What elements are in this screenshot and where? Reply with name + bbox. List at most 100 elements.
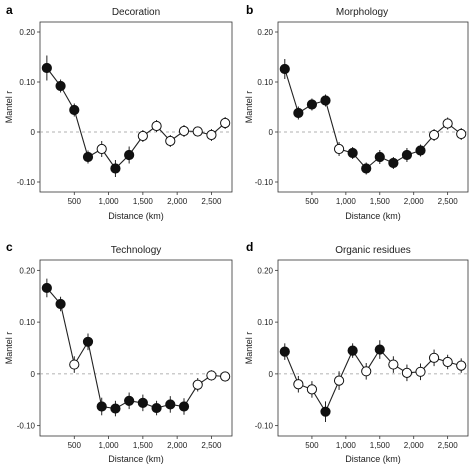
y-axis-label-text: Mantel r [4,332,14,365]
data-point-filled [279,346,290,357]
data-point-filled [388,157,399,169]
data-point-open [192,126,203,137]
x-tick-label: 2,500 [201,441,222,450]
data-point-filled [41,282,52,294]
y-tick-label: 0.10 [19,78,35,87]
data-point-filled [415,145,426,156]
x-tick-label: 1,000 [336,441,357,450]
x-ticks: 500 1,000 1,500 2,000 2,500 [305,192,458,206]
y-tick-label: 0.20 [19,28,35,37]
data-point-filled [374,151,385,163]
data-point-open [293,379,304,390]
data-point-open [442,356,453,368]
y-axis-label: Mantel r [4,332,14,365]
y-axis-label: Mantel r [244,91,254,124]
x-tick-label: 1,000 [99,441,120,450]
x-tick-label: 2,500 [438,197,459,206]
plot-frame [277,259,469,437]
data-point-filled [279,63,290,75]
data-point-open [456,128,467,140]
x-axis-label: Distance (km) [108,454,164,464]
x-tick-label: 1,500 [133,197,154,206]
data-point-filled [293,107,304,119]
panel-morphology: b Morphology Distance (km) Mantel r 500 1… [244,3,469,221]
data-point-filled [41,62,52,74]
y-tick-label: 0.20 [19,266,35,275]
data-point-open [69,359,80,370]
y-ticks: 0.20 0.10 0 -0.10 [17,28,40,187]
data-point-filled [82,151,94,163]
y-axis-label: Mantel r [4,91,14,124]
data-point-open [415,366,426,377]
y-tick-label: 0.10 [19,318,35,327]
data-point-filled [306,99,318,110]
y-tick-label: 0 [31,370,36,379]
data-point-filled [165,399,176,410]
y-tick-label: -0.10 [17,178,36,187]
data-points [41,278,231,417]
panel-title: Organic residues [335,245,411,256]
y-axis-label: Mantel r [244,332,254,365]
data-point-open [401,367,413,378]
data-point-filled [361,163,372,174]
data-point-open [428,129,440,141]
x-tick-label: 1,500 [133,441,154,450]
data-point-open [192,379,203,390]
panel-decoration: a Decoration Distance (km) Mantel r 500 1… [4,3,233,221]
x-axis-label: Distance (km) [108,211,164,221]
data-point-filled [347,147,358,159]
y-tick-label: 0 [31,128,36,137]
y-axis-label-text: Mantel r [244,332,254,365]
data-point-open [428,352,440,363]
data-points [279,340,467,423]
panel-title: Decoration [112,7,160,18]
y-tick-label: -0.10 [255,178,274,187]
panel-letter: d [246,240,253,254]
data-point-filled [69,104,80,116]
data-point-open [178,125,190,137]
data-point-filled [110,163,121,174]
data-point-open [388,359,399,370]
data-point-open [333,375,345,386]
x-tick-label: 2,500 [438,441,459,450]
panel-technology: c Technology Distance (km) Mantel r 500 1… [4,240,233,464]
x-tick-label: 2,000 [167,197,188,206]
x-tick-label: 2,000 [167,441,188,450]
panel-letter: a [6,3,13,17]
y-tick-label: 0.10 [257,318,273,327]
x-tick-label: 1,000 [99,197,120,206]
data-point-filled [96,401,107,412]
panel-organic-residues: d Organic residues Distance (km) Mantel … [244,240,469,464]
panel-title: Morphology [336,7,388,18]
data-point-open [137,130,148,142]
y-tick-label: 0.10 [257,78,273,87]
data-point-open [206,129,217,141]
y-tick-label: -0.10 [255,422,274,431]
x-ticks: 500 1,000 1,500 2,000 2,500 [68,436,222,450]
plot-frame [39,259,233,437]
series-line [284,68,462,170]
series-line [46,287,226,410]
data-point-filled [320,95,331,106]
y-ticks: 0.20 0.10 0 -0.10 [255,266,278,431]
data-point-open [442,118,453,129]
x-tick-label: 2,000 [404,441,425,450]
data-point-open [361,366,372,377]
x-tick-label: 1,500 [370,197,391,206]
data-point-filled [110,403,121,414]
x-tick-label: 1,000 [336,197,357,206]
data-point-open [333,143,345,155]
x-tick-label: 500 [68,197,82,206]
y-tick-label: 0 [269,128,274,137]
series-line [46,67,226,170]
y-tick-label: -0.10 [17,422,36,431]
data-point-filled [151,402,162,414]
x-tick-label: 2,000 [404,197,425,206]
data-point-filled [55,80,66,92]
data-point-filled [55,298,66,310]
data-point-open [151,120,162,132]
data-point-filled [347,345,358,356]
x-tick-label: 500 [68,441,82,450]
x-tick-label: 1,500 [370,441,391,450]
